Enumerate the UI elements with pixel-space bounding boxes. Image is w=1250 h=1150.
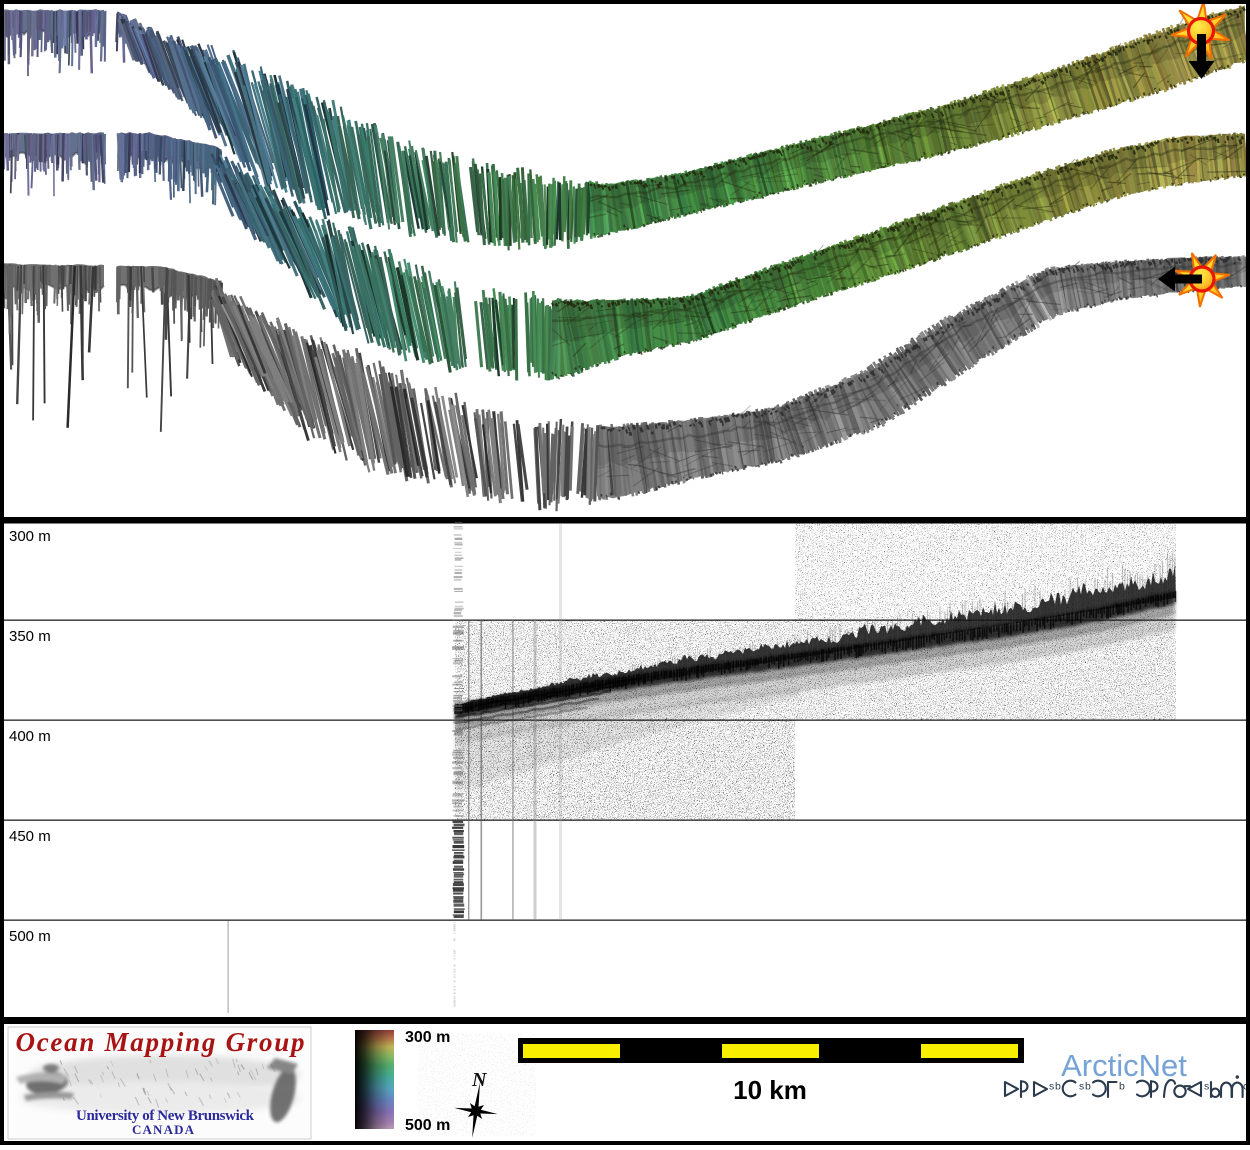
svg-text:350 m: 350 m <box>9 628 51 645</box>
svg-text:University of New Brunswick: University of New Brunswick <box>76 1108 255 1124</box>
svg-text:10 km: 10 km <box>733 1075 807 1105</box>
svg-text:b: b <box>1119 1081 1125 1093</box>
svg-text:500 m: 500 m <box>9 928 51 945</box>
svg-text:CANADA: CANADA <box>132 1122 195 1137</box>
svg-text:s: s <box>1079 1081 1084 1093</box>
svg-text:c: c <box>1243 1081 1248 1093</box>
svg-text:Ocean Mapping Group: Ocean Mapping Group <box>16 1027 305 1057</box>
svg-text:s: s <box>1049 1081 1054 1093</box>
svg-text:b: b <box>1085 1081 1091 1093</box>
svg-text:s: s <box>1204 1081 1209 1093</box>
svg-text:300 m: 300 m <box>9 528 51 545</box>
svg-text:ArcticNet: ArcticNet <box>1061 1048 1187 1083</box>
svg-text:N: N <box>471 1069 488 1091</box>
svg-text:450 m: 450 m <box>9 828 51 845</box>
svg-text:b: b <box>1055 1081 1061 1093</box>
svg-text:400 m: 400 m <box>9 728 51 745</box>
